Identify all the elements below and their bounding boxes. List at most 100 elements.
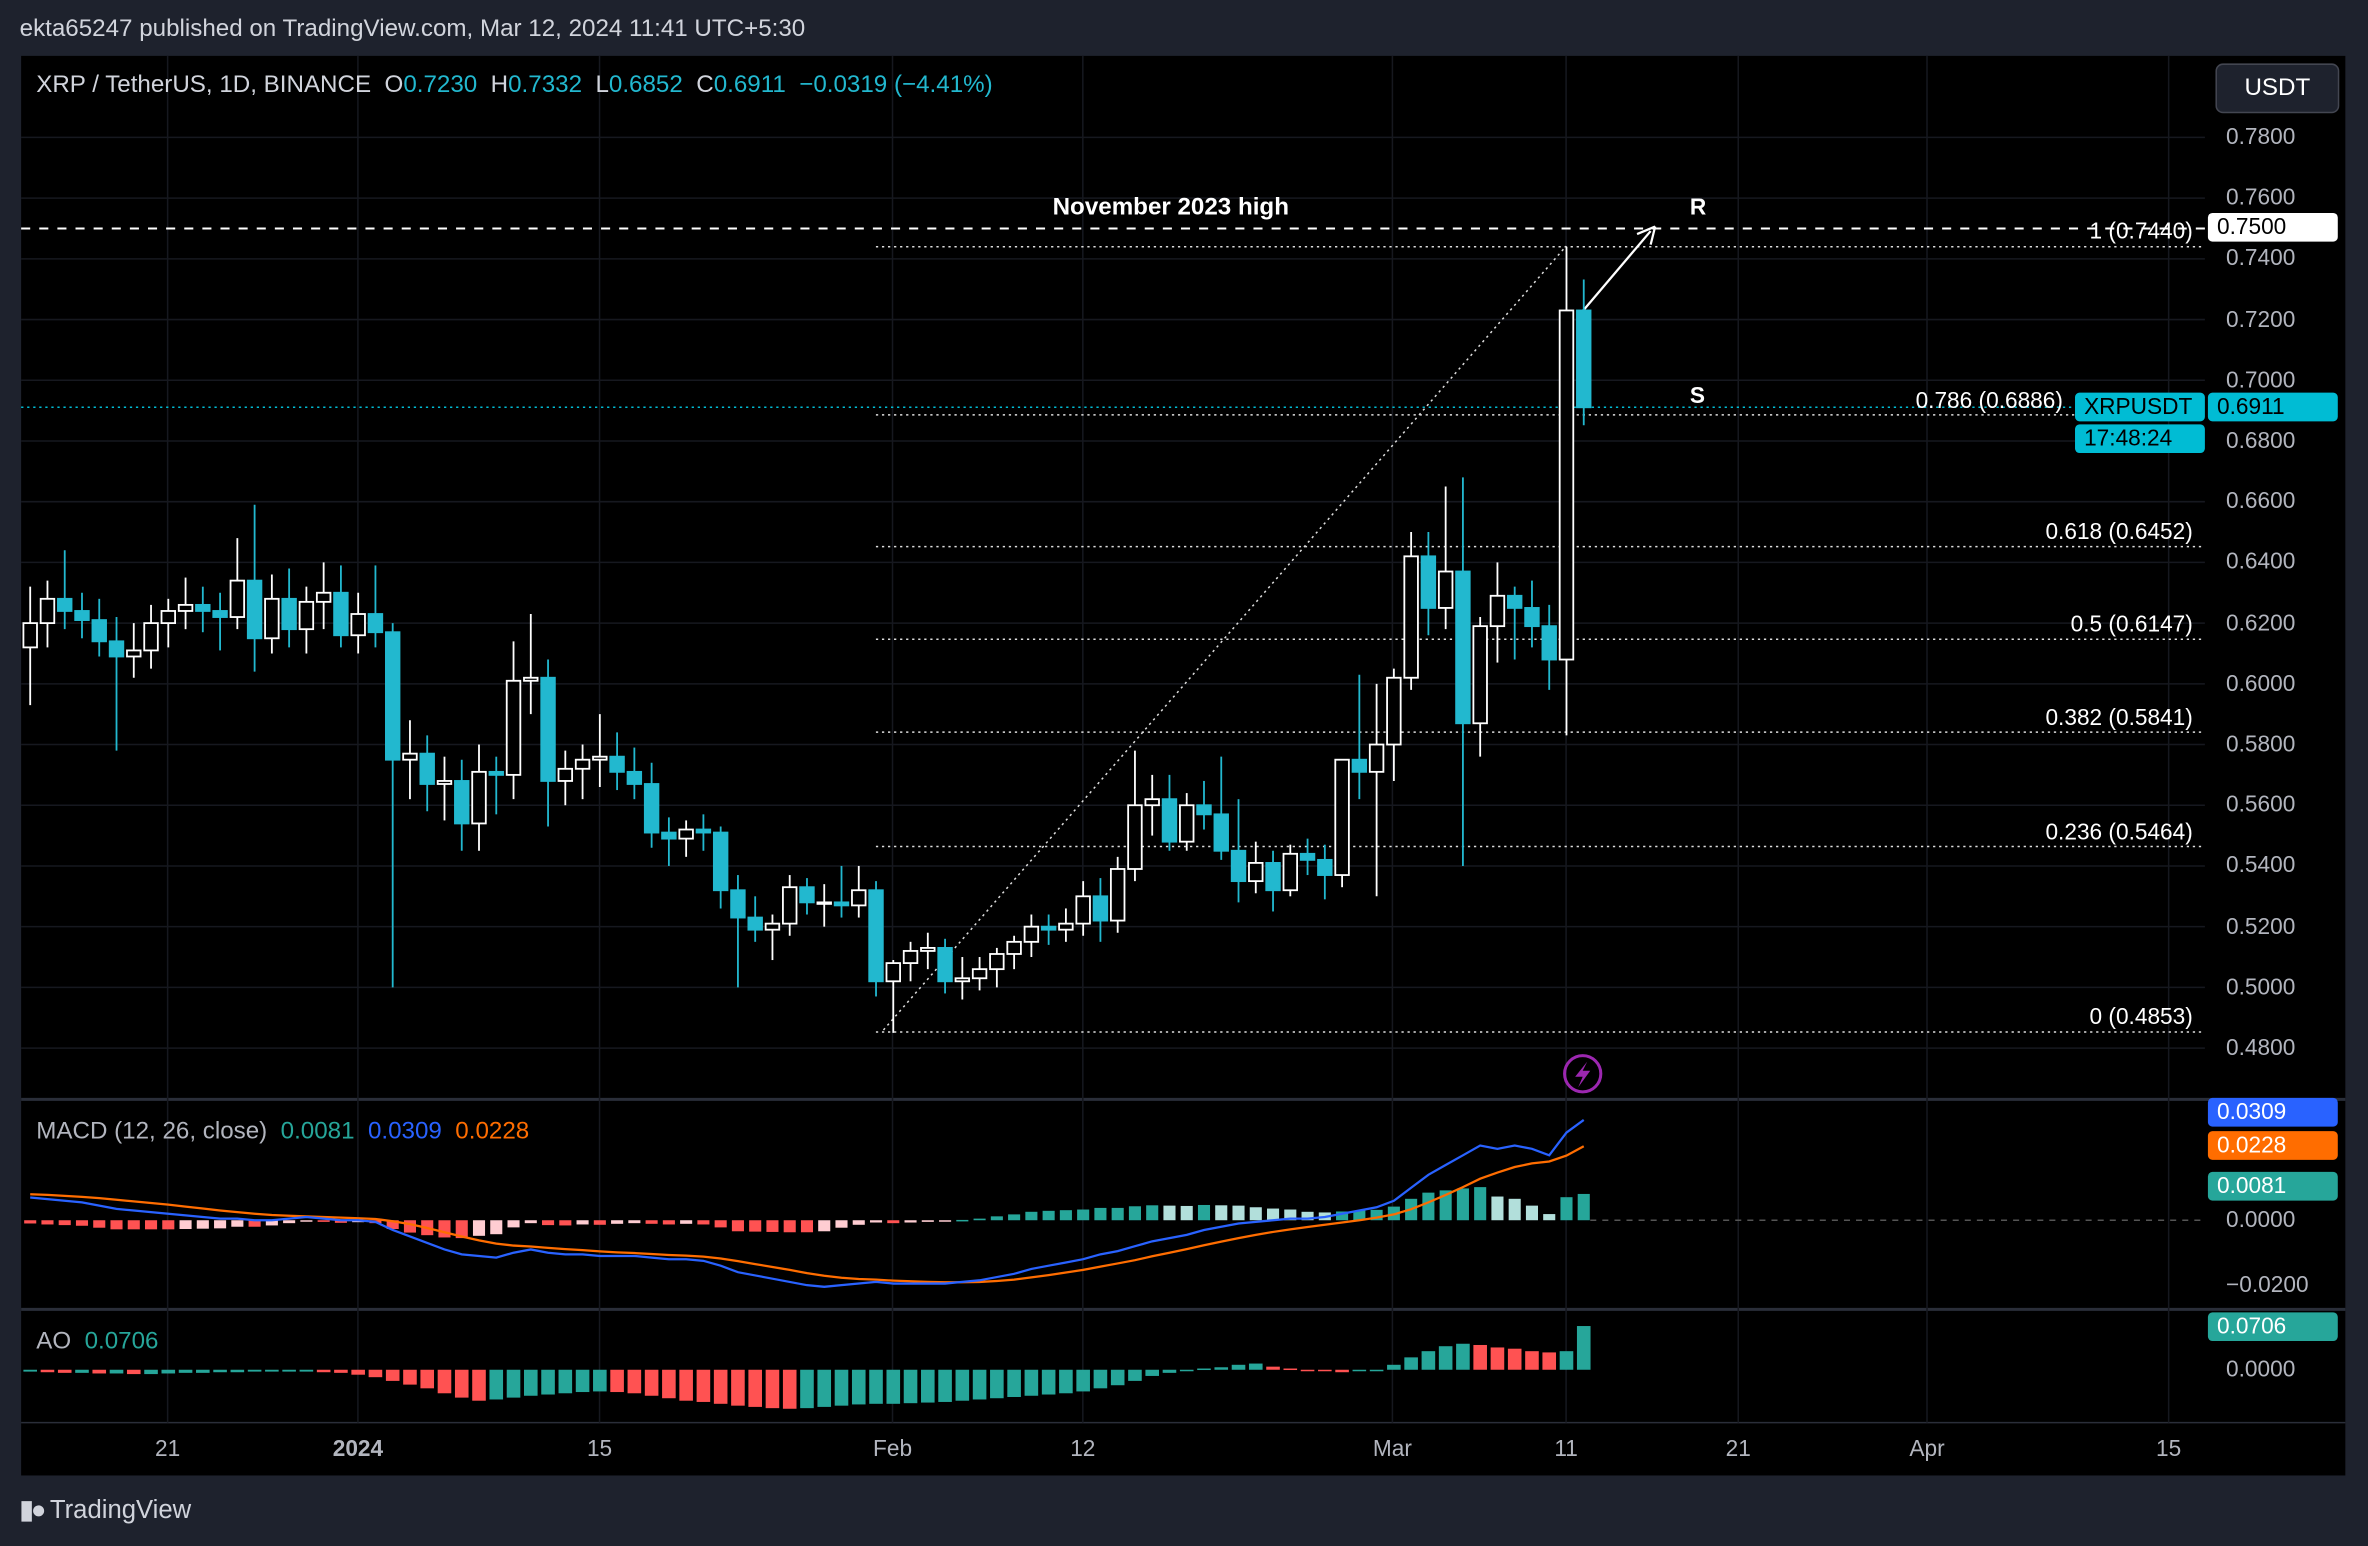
candle bbox=[1230, 799, 1247, 903]
macd-histogram-bar bbox=[1543, 1214, 1556, 1221]
ao-bar bbox=[1145, 1369, 1160, 1376]
candle-body bbox=[177, 603, 194, 612]
ao-bar bbox=[1197, 1368, 1211, 1371]
symbol-title[interactable]: XRP / TetherUS, 1D, BINANCE bbox=[36, 72, 372, 99]
ao-bar bbox=[1576, 1326, 1591, 1370]
ao-bar bbox=[316, 1369, 331, 1373]
ao-bar bbox=[420, 1369, 435, 1389]
currency-button[interactable]: USDT bbox=[2215, 63, 2340, 114]
candle-body bbox=[505, 679, 522, 776]
candle-body bbox=[419, 752, 435, 785]
ao-bar bbox=[489, 1369, 504, 1400]
macd-histogram-bar bbox=[162, 1220, 175, 1230]
candle-body bbox=[574, 758, 591, 770]
price-axis-tick: 0.5000 bbox=[2226, 974, 2296, 1001]
ao-bar bbox=[1404, 1357, 1418, 1370]
macd-histogram-bar bbox=[1284, 1209, 1297, 1221]
macd-histogram-bar bbox=[1370, 1209, 1383, 1221]
macd-histogram-bar bbox=[317, 1220, 330, 1222]
ohlc-legend: XRP / TetherUS, 1D, BINANCE O0.7230 H0.7… bbox=[36, 72, 992, 99]
macd-histogram-bar bbox=[24, 1220, 37, 1224]
candle bbox=[1023, 914, 1040, 958]
macd-histogram-bar bbox=[835, 1220, 848, 1228]
candle-body bbox=[885, 962, 901, 983]
candle-body bbox=[264, 597, 280, 640]
macd-histogram-bar bbox=[611, 1220, 624, 1224]
macd-title[interactable]: MACD (12, 26, close) bbox=[36, 1119, 268, 1145]
ao-bar bbox=[748, 1369, 762, 1407]
macd-histogram-bar bbox=[818, 1220, 831, 1232]
last-price: 0.6911 bbox=[2207, 392, 2338, 422]
candle-body bbox=[1299, 852, 1316, 861]
macd-histogram-bar bbox=[887, 1220, 900, 1224]
ao-bar bbox=[1214, 1367, 1229, 1370]
price-axis-tick: 0.7400 bbox=[2226, 245, 2296, 272]
ao-bar bbox=[1490, 1347, 1505, 1370]
ao-bar bbox=[385, 1369, 400, 1381]
candle bbox=[436, 756, 453, 821]
ao-bar bbox=[1473, 1344, 1487, 1370]
price-axis-tick: 0.4800 bbox=[2226, 1035, 2296, 1061]
ao-bar bbox=[1318, 1369, 1332, 1372]
macd-histogram-bar bbox=[1560, 1197, 1573, 1221]
macd-histogram-bar bbox=[248, 1220, 261, 1227]
ao-bar bbox=[817, 1369, 832, 1407]
macd-axis-tick: −0.0200 bbox=[2226, 1272, 2309, 1299]
macd-histogram-bar bbox=[593, 1220, 606, 1225]
candle bbox=[1299, 838, 1316, 876]
candle bbox=[1403, 532, 1419, 690]
candle bbox=[1109, 856, 1126, 933]
candle bbox=[333, 565, 349, 648]
ao-bar bbox=[662, 1369, 676, 1399]
signal-value: 0.0228 bbox=[455, 1119, 530, 1145]
candle bbox=[1040, 914, 1057, 945]
candle bbox=[747, 896, 763, 942]
macd-histogram-bar bbox=[403, 1220, 416, 1233]
candle-body bbox=[1455, 570, 1471, 725]
macd-histogram-bar bbox=[956, 1219, 969, 1222]
ao-bar bbox=[196, 1369, 210, 1373]
candle bbox=[816, 884, 832, 927]
candle bbox=[1058, 908, 1074, 942]
candle bbox=[384, 623, 401, 988]
macd-histogram-bar bbox=[783, 1220, 796, 1233]
macd-hist-value: 0.0081 bbox=[280, 1119, 355, 1145]
ao-bar bbox=[765, 1369, 780, 1409]
ao-bar bbox=[575, 1369, 590, 1393]
candle-body bbox=[1351, 758, 1368, 773]
macd-histogram-bar bbox=[1266, 1208, 1280, 1221]
macd-histogram-bar bbox=[1008, 1214, 1021, 1221]
tradingview-logo[interactable]: ▮● TradingView bbox=[20, 1495, 192, 1525]
candle-body bbox=[1230, 849, 1247, 883]
candle bbox=[246, 504, 263, 672]
candle-body bbox=[1489, 594, 1506, 628]
ao-bar bbox=[1507, 1348, 1522, 1370]
candle bbox=[712, 826, 729, 909]
ao-bar bbox=[1542, 1352, 1557, 1370]
ao-bar bbox=[644, 1369, 659, 1396]
macd-legend: MACD (12, 26, close) 0.0081 0.0309 0.022… bbox=[36, 1119, 529, 1146]
macd-histogram-bar bbox=[1215, 1205, 1228, 1221]
ao-bar bbox=[921, 1369, 935, 1403]
candle-body bbox=[1006, 940, 1022, 955]
ao-bar bbox=[1162, 1369, 1177, 1373]
candle bbox=[678, 820, 694, 857]
candle-body bbox=[1092, 895, 1109, 922]
ao-bar bbox=[869, 1369, 883, 1404]
candle bbox=[1092, 878, 1109, 942]
macd-histogram-bar bbox=[697, 1220, 710, 1225]
ao-bar bbox=[851, 1369, 866, 1405]
chart-panel[interactable] bbox=[21, 55, 2346, 1476]
macd-histogram-bar bbox=[144, 1220, 158, 1230]
macd-histogram-bar bbox=[524, 1220, 537, 1224]
ao-bar bbox=[1041, 1369, 1056, 1395]
ao-title[interactable]: AO bbox=[36, 1328, 72, 1355]
candle bbox=[264, 574, 280, 654]
candle bbox=[419, 735, 435, 812]
ao-bar bbox=[1352, 1369, 1367, 1372]
candle-body bbox=[937, 947, 953, 983]
ao-bar bbox=[23, 1369, 37, 1372]
candle bbox=[1558, 246, 1575, 736]
candle bbox=[350, 592, 366, 654]
